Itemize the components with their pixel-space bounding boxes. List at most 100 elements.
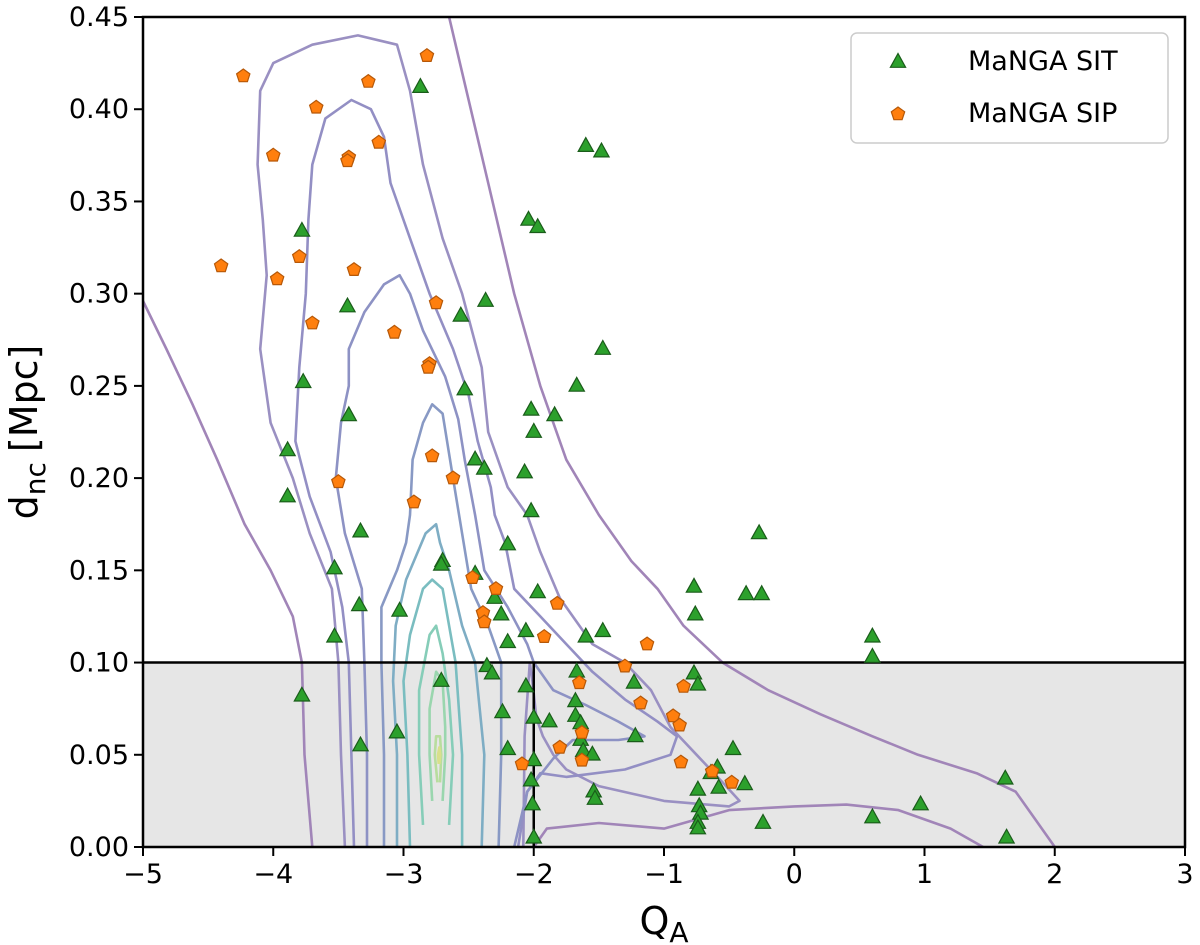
data-point-sip (330, 474, 346, 489)
data-point-sit (483, 663, 501, 680)
data-point-sit (528, 582, 547, 599)
y-tick-label: 0.20 (69, 463, 129, 494)
data-point-sip (571, 675, 587, 690)
data-point-sit (293, 221, 311, 237)
data-point-sip (704, 763, 720, 778)
data-point-sip (406, 494, 422, 509)
data-point-sip (633, 695, 648, 710)
density-contour-0 (143, 300, 314, 847)
legend-label-sip: MaNGA SIP (968, 98, 1117, 129)
y-tick-label: 0.10 (69, 648, 129, 679)
x-tick-label: −3 (384, 859, 424, 890)
data-point-sit (592, 141, 611, 158)
data-point-sip (235, 68, 251, 83)
data-point-sit (568, 376, 586, 392)
data-point-sit (737, 584, 755, 601)
x-tick-label: 1 (916, 859, 933, 890)
legend-label-sit: MaNGA SIT (968, 46, 1118, 77)
data-point-sip (549, 595, 565, 610)
data-point-sit (388, 722, 406, 739)
data-point-sip (536, 628, 552, 644)
data-point-sit (325, 626, 344, 643)
legend: MaNGA SIT MaNGA SIP (850, 32, 1169, 144)
data-point-sip (265, 147, 281, 162)
x-axis-label-subscript: A (669, 916, 688, 945)
data-point-sit (754, 813, 772, 829)
data-point-sip (665, 708, 681, 723)
x-axis-label-main: Q (639, 899, 669, 943)
data-point-sit (528, 217, 547, 234)
y-tick-label: 0.00 (69, 832, 129, 863)
density-contour-4 (294, 98, 679, 847)
data-point-sit (499, 739, 517, 756)
y-tick-label: 0.35 (69, 186, 129, 217)
data-point-sit (522, 501, 540, 518)
density-contour-8 (402, 578, 464, 847)
data-point-sit (475, 459, 493, 475)
density-contour-7 (391, 522, 486, 847)
data-point-sip (514, 756, 530, 771)
data-point-sit (525, 708, 543, 724)
data-point-sit (522, 400, 540, 416)
x-axis-label: QA (639, 899, 688, 945)
y-axis-label: dnc [Mpc] (2, 345, 52, 520)
data-point-sip (269, 271, 285, 286)
data-point-sit (863, 626, 882, 643)
data-point-sip (308, 99, 324, 114)
x-tick-label: −1 (644, 859, 684, 890)
y-tick-label: 0.30 (69, 279, 129, 310)
data-point-sit (583, 745, 602, 761)
data-point-sit (452, 306, 470, 322)
data-point-sit (685, 577, 703, 593)
data-point-sit (350, 595, 368, 612)
data-point-sit (522, 770, 540, 787)
legend-triangle-marker (889, 52, 907, 68)
data-point-sit (689, 674, 707, 691)
data-point-sit (517, 621, 535, 638)
data-point-sit (390, 601, 409, 617)
data-point-sit (517, 676, 535, 693)
data-point-sit (523, 794, 542, 811)
x-tick-label: 3 (1176, 859, 1193, 890)
data-point-sip (552, 739, 568, 754)
data-point-sit (519, 210, 538, 226)
data-point-sit (577, 626, 595, 643)
data-point-sip (574, 724, 590, 739)
data-point-sit (493, 702, 512, 719)
data-point-sit (911, 794, 930, 811)
data-point-sit (686, 604, 704, 621)
data-point-sip (340, 153, 355, 168)
density-contour-12 (436, 746, 442, 765)
data-point-sit (689, 780, 707, 796)
data-point-sit (577, 136, 595, 152)
legend-marker-sit-icon (889, 52, 907, 68)
y-tick-label: 0.40 (69, 94, 129, 125)
data-point-sit (293, 686, 311, 702)
y-tick-label: 0.45 (69, 2, 129, 33)
x-tick-label: −5 (123, 859, 163, 890)
data-point-sip (304, 315, 320, 330)
data-point-sit (432, 671, 450, 687)
data-point-sip (420, 359, 436, 374)
data-point-sit (278, 486, 297, 503)
data-point-sit (456, 379, 474, 396)
x-tick-label: −4 (253, 859, 293, 890)
data-point-sip (639, 636, 655, 651)
data-point-sit (997, 828, 1016, 844)
data-point-sit (594, 339, 612, 355)
data-point-sip (445, 470, 461, 485)
y-axis-label-unit: [Mpc] (2, 345, 46, 452)
data-point-sip (213, 258, 229, 273)
data-points-layer (213, 47, 1016, 844)
data-point-sit (499, 534, 517, 551)
data-point-sit (525, 828, 543, 844)
density-contour-11 (433, 735, 443, 783)
data-point-sit (351, 735, 370, 752)
density-contour-3 (256, 34, 741, 847)
data-point-sit (525, 750, 543, 767)
data-point-sit (325, 558, 344, 575)
legend-pentagon-marker (890, 106, 906, 121)
data-point-sit (996, 769, 1014, 785)
data-point-sip (424, 448, 440, 463)
